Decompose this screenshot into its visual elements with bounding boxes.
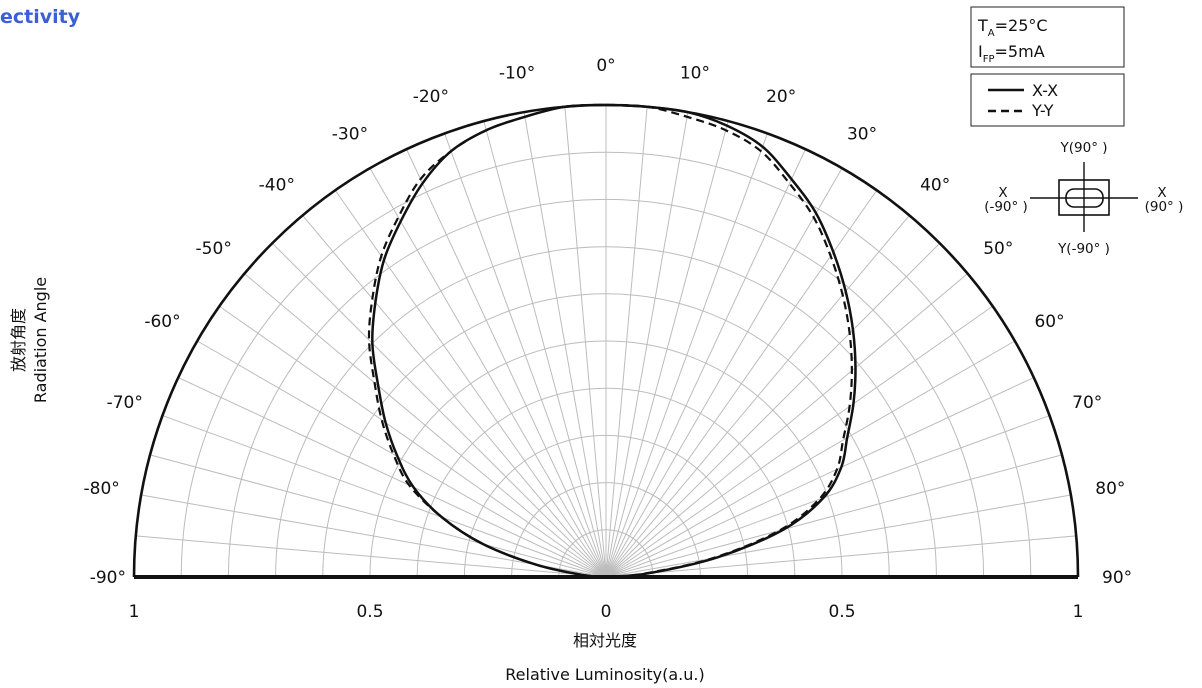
chart-frame <box>132 103 1080 579</box>
angle-axis-label-en: Radiation Angle <box>31 277 50 403</box>
grid-spoke <box>605 133 768 578</box>
grid-spoke <box>219 305 607 578</box>
grid-spoke <box>605 190 878 578</box>
grid-spoke <box>605 415 1050 578</box>
grid-spoke <box>605 535 1077 578</box>
led-lens-outline <box>1065 188 1104 208</box>
ifp-value: =5mA <box>995 42 1045 61</box>
orientation-left-angle: (-90° ) <box>984 199 1028 215</box>
angle-tick-label: 20° <box>766 87 796 107</box>
ifp-label: I <box>978 42 983 61</box>
grid-spoke <box>483 120 607 578</box>
grid-spoke <box>271 242 607 578</box>
orientation-right-x: X <box>1157 185 1166 201</box>
grid-spoke <box>605 273 968 578</box>
grid-spoke <box>444 133 607 578</box>
angle-tick-label: 0° <box>596 56 615 76</box>
angle-tick-label: 10° <box>680 64 710 84</box>
radial-tick-label: 1 <box>1073 602 1084 622</box>
angle-tick-labels: -90° -80° -70° -60° -50° -40° -30° -20° -10° 0° 10… <box>84 56 1133 588</box>
radial-tick-label: 0.5 <box>356 602 383 622</box>
angle-tick-label: -20° <box>413 87 449 107</box>
grid-spoke <box>369 167 607 578</box>
grid-spoke <box>605 106 648 578</box>
grid-spoke <box>196 340 607 578</box>
angle-tick-label: 50° <box>983 239 1013 259</box>
grid-spoke <box>523 112 607 578</box>
radial-tick-labels: 1 0.5 0 0.5 1 <box>129 602 1084 622</box>
grid-spoke <box>605 377 1034 578</box>
ta-value: =25°C <box>995 16 1048 35</box>
angle-axis-label-cn: 放射角度 <box>9 308 28 372</box>
angle-tick-label: -50° <box>196 239 232 259</box>
grid-spoke <box>162 415 607 578</box>
ta-subscript: A <box>988 28 995 39</box>
grid-spoke <box>334 190 607 578</box>
radial-axis-label-en: Relative Luminosity(a.u.) <box>505 665 704 684</box>
radial-axis-label-cn: 相対光度 <box>573 631 637 650</box>
grid-spoke <box>605 494 1071 578</box>
grid-spoke <box>605 112 689 578</box>
grid-spoke <box>605 454 1063 578</box>
grid-spoke <box>135 535 607 578</box>
svg-text:TA=25°C: TA=25°C <box>977 16 1048 39</box>
ifp-subscript: FP <box>983 54 995 65</box>
angle-tick-label: 70° <box>1072 393 1102 413</box>
legend: X-X Y-Y <box>970 73 1125 127</box>
angle-tick-label: -70° <box>107 393 143 413</box>
outer-semicircle <box>132 103 1080 578</box>
grid-spoke <box>605 242 941 578</box>
grid-spoke <box>605 305 993 578</box>
page-title: ectivity <box>0 6 81 28</box>
ta-label: T <box>977 16 988 35</box>
grid-spoke <box>302 215 607 578</box>
orientation-bottom-label: Y(-90° ) <box>1057 241 1110 257</box>
angle-tick-label: 90° <box>1102 568 1132 588</box>
grid-spoke <box>605 149 806 578</box>
grid-spoke <box>605 215 910 578</box>
orientation-top-label: Y(90° ) <box>1060 140 1108 156</box>
angle-tick-label: -30° <box>332 124 368 144</box>
polar-grid <box>135 105 1077 578</box>
orientation-diagram: Y(90° ) Y(-90° ) X (-90° ) X (90° ) <box>984 140 1183 257</box>
conditions-box: TA=25°C IFP=5mA <box>970 6 1125 68</box>
angle-tick-label: 60° <box>1034 312 1064 332</box>
grid-spoke <box>244 273 607 578</box>
svg-text:IFP=5mA: IFP=5mA <box>978 42 1045 65</box>
grid-spoke <box>178 377 607 578</box>
angle-tick-label: -60° <box>144 312 180 332</box>
angle-tick-label: -40° <box>259 176 295 196</box>
grid-spoke <box>406 149 607 578</box>
angle-tick-label: -80° <box>84 479 120 499</box>
angle-tick-label: 40° <box>920 176 950 196</box>
grid-spoke <box>564 106 607 578</box>
radial-tick-label: 1 <box>129 602 140 622</box>
legend-entry-x-x: X-X <box>1032 81 1058 100</box>
angle-tick-label: 80° <box>1095 479 1125 499</box>
angle-tick-label: -90° <box>90 568 126 588</box>
radial-tick-label: 0 <box>601 602 612 622</box>
grid-spoke <box>149 454 607 578</box>
legend-entry-y-y: Y-Y <box>1031 101 1054 120</box>
led-package-outline <box>1058 179 1110 216</box>
grid-spoke <box>605 120 729 578</box>
grid-spoke <box>605 167 843 578</box>
radial-tick-label: 0.5 <box>828 602 855 622</box>
angle-tick-label: 30° <box>847 124 877 144</box>
orientation-left-x: X <box>998 185 1007 201</box>
angle-tick-label: -10° <box>499 64 535 84</box>
orientation-right-angle: (90° ) <box>1145 199 1184 215</box>
grid-spoke <box>605 340 1016 578</box>
